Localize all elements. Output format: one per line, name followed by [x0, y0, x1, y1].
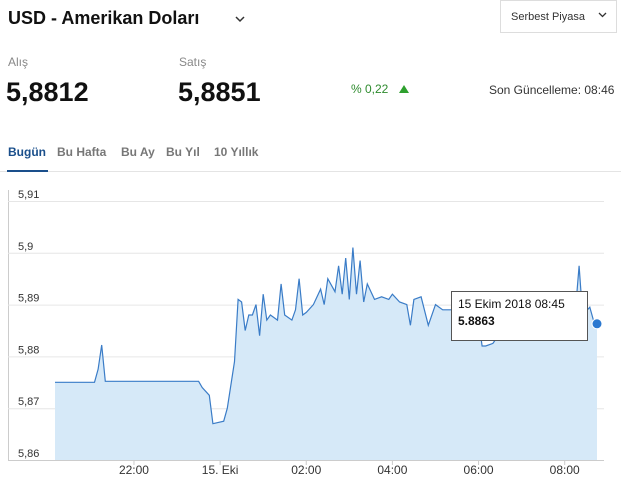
tab[interactable]: Bu Hafta [57, 145, 107, 159]
tooltip-value: 5.8863 [458, 314, 495, 328]
change: % 0,22 [351, 82, 389, 96]
tab[interactable]: 10 Yıllık [214, 145, 259, 159]
x-tick-label: 02:00 [291, 463, 321, 477]
tooltip-box [451, 291, 588, 341]
updated: Son Güncelleme: 08:46 [489, 83, 615, 97]
x-tick-label: 06:00 [464, 463, 494, 477]
market-chevron[interactable] [598, 12, 607, 18]
y-tick-label: 5,91 [18, 189, 39, 201]
plot [55, 247, 603, 460]
buy-value: 5,8812 [6, 77, 89, 107]
sell-value: 5,8851 [178, 77, 261, 107]
tab[interactable]: Bu Ay [121, 145, 155, 159]
buy-label: Alış [8, 55, 28, 69]
x-tick-label: 22:00 [119, 463, 149, 477]
tabs: Bugün Bu Hafta Bu Ay Bu Yıl 10 Yıllık [8, 145, 259, 159]
tooltip: 15 Ekim 2018 08:45 5.8863 [451, 291, 588, 341]
y-tick-label: 5,86 [18, 448, 39, 460]
title-chevron[interactable] [235, 16, 245, 23]
y-tick-label: 5,87 [18, 396, 39, 408]
last-point [591, 318, 603, 330]
tab[interactable]: Bugün [8, 145, 46, 159]
market-label[interactable]: Serbest Piyasa [511, 11, 586, 23]
axes: 5,86 5,87 5,88 5,89 5,9 5,91 22:00 15. Eki 02:00… [8, 189, 604, 477]
tooltip-date: 15 Ekim 2018 08:45 [458, 297, 565, 311]
sell-label: Satış [179, 55, 206, 69]
y-tick-label: 5,89 [18, 293, 39, 305]
area-fill [55, 247, 597, 460]
x-tick-label: 15. Eki [202, 463, 239, 477]
up-arrow [399, 85, 409, 93]
y-tick-label: 5,9 [18, 241, 33, 253]
y-tick-label: 5,88 [18, 344, 39, 356]
x-tick-label: 04:00 [377, 463, 407, 477]
x-tick-label: 08:00 [550, 463, 580, 477]
market-select[interactable] [500, 0, 617, 33]
tab[interactable]: Bu Yıl [166, 145, 200, 159]
title: USD - Amerikan Doları [8, 8, 199, 28]
